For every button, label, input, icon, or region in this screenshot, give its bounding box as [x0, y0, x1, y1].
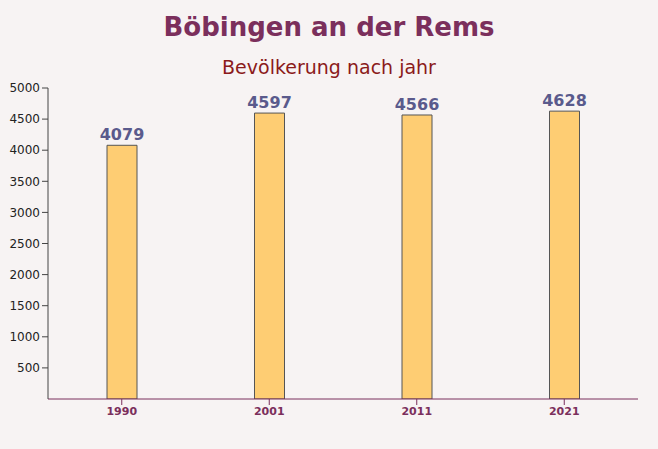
svg-text:1990: 1990: [106, 405, 137, 418]
svg-text:2000: 2000: [9, 268, 40, 282]
svg-text:5000: 5000: [9, 81, 40, 95]
html-text:Böbingen an der Rems: Böbingen an der Rems: [163, 12, 495, 42]
svg-text:4566: 4566: [395, 95, 440, 114]
svg-text:2500: 2500: [9, 237, 40, 251]
svg-text:3000: 3000: [9, 206, 40, 220]
svg-text:4000: 4000: [9, 143, 40, 157]
svg-text:4500: 4500: [9, 112, 40, 126]
svg-text:2001: 2001: [254, 405, 285, 418]
svg-text:3500: 3500: [9, 175, 40, 189]
svg-text:1000: 1000: [9, 330, 40, 344]
svg-text:4079: 4079: [100, 125, 145, 144]
svg-text:500: 500: [17, 361, 40, 375]
svg-text:1500: 1500: [9, 299, 40, 313]
svg-text:4628: 4628: [542, 91, 587, 110]
html-text:Bevölkerung nach jahr: Bevölkerung nach jahr: [222, 56, 436, 78]
svg-text:4597: 4597: [247, 93, 292, 112]
svg-text:2021: 2021: [549, 405, 580, 418]
svg-text:2011: 2011: [401, 405, 432, 418]
